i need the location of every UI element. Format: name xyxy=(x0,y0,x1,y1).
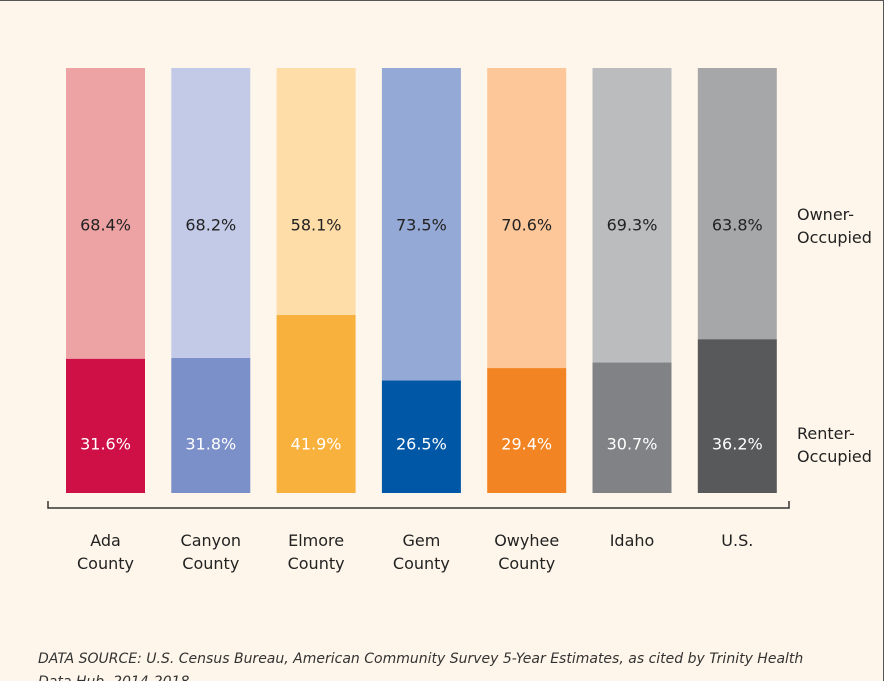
value-label: 31.6% xyxy=(80,435,131,454)
value-label: 58.1% xyxy=(291,216,342,235)
bar-segment xyxy=(171,68,251,358)
value-label: 73.5% xyxy=(396,216,447,235)
bar-segment xyxy=(697,339,777,493)
x-tick-label: Ada County xyxy=(77,531,134,573)
x-tick-label: Gem County xyxy=(392,531,450,573)
legend-label: Owner-Occupied xyxy=(797,205,872,247)
value-label: 68.4% xyxy=(80,216,131,235)
bar-segment xyxy=(592,362,672,493)
bar-segment xyxy=(276,314,356,493)
source-note: DATA SOURCE: U.S. Census Bureau, America… xyxy=(38,651,804,681)
value-label: 31.8% xyxy=(185,435,236,454)
value-label: 63.8% xyxy=(712,216,763,235)
value-label: 69.3% xyxy=(607,216,658,235)
bar-segment xyxy=(487,368,567,493)
bar-segment xyxy=(381,380,461,493)
x-tick-label: Elmore County xyxy=(287,531,345,573)
bar-segment xyxy=(381,68,461,381)
value-label: 41.9% xyxy=(291,435,342,454)
bar-segment xyxy=(487,68,567,369)
bar-segment xyxy=(697,68,777,340)
x-tick-label: U.S. xyxy=(721,531,754,550)
x-tick-label: Idaho xyxy=(609,531,655,550)
bar-segment xyxy=(171,357,251,493)
value-label: 70.6% xyxy=(501,216,552,235)
bar-segment xyxy=(66,358,145,493)
x-tick-label: Canyon County xyxy=(180,531,242,573)
value-label: 29.4% xyxy=(501,435,552,454)
value-label: 68.2% xyxy=(185,216,236,235)
x-tick-label: Owyhee County xyxy=(494,531,560,573)
value-label: 36.2% xyxy=(712,435,763,454)
legend-label: Renter-Occupied xyxy=(797,424,872,466)
bar-segment xyxy=(592,68,672,363)
bar-segment xyxy=(276,68,356,315)
axis xyxy=(47,501,790,509)
value-label: 30.7% xyxy=(607,435,658,454)
value-label: 26.5% xyxy=(396,435,447,454)
bar-segment xyxy=(66,68,145,359)
